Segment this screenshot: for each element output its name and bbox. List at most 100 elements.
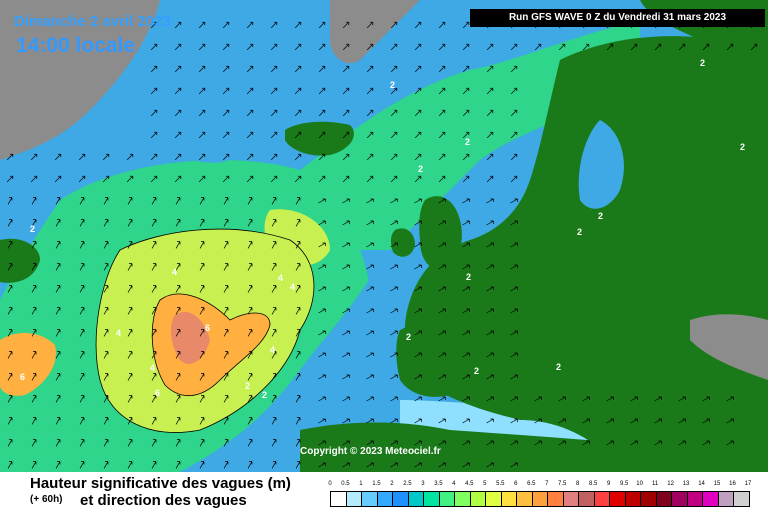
wave-arrow [294,109,302,117]
iceland-land [285,121,354,156]
legend-swatch [734,492,749,506]
legend-tick: 7.5 [558,481,567,487]
wave-arrow [175,197,181,205]
wave-arrow [534,440,542,446]
wave-arrow [223,329,229,337]
wave-arrow [175,241,181,249]
wave-arrow [270,87,278,95]
wave-arrow [79,219,85,227]
contour-label: 2 [262,390,267,400]
wave-arrow [510,462,518,468]
wave-arrow [342,440,350,446]
greenland-ice [0,0,160,160]
wave-arrow [31,439,37,447]
wave-arrow [103,329,109,337]
legend-swatch [656,492,673,506]
wave-arrow [151,329,157,337]
wave-arrow [199,263,205,271]
wave-zone-yellow-2 [264,209,330,266]
wave-arrow [318,220,326,226]
wave-arrow [366,440,374,446]
wave-arrow [342,21,350,29]
wave-arrow [510,418,518,424]
wave-arrow [366,109,374,117]
wave-arrow [318,264,326,270]
legend-swatch [718,492,735,506]
wave-arrow [630,43,638,51]
wave-arrow [438,286,446,292]
wave-arrow [198,21,206,29]
wave-arrow [318,330,326,336]
wave-arrow [318,87,326,95]
wave-arrow [295,263,301,271]
wave-arrow [462,462,470,468]
legend-swatch [346,492,363,506]
wave-arrow [127,373,133,381]
wave-arrow [390,198,398,204]
wave-arrow [390,264,398,270]
wave-arrow [318,21,326,29]
wave-arrow [486,87,494,95]
wave-arrow [151,307,157,315]
wave-arrow [726,43,734,51]
wave-arrow [295,219,301,227]
wave-arrow [414,286,422,292]
wave-arrow [366,65,374,73]
wave-arrow [151,285,157,293]
legend-swatch [532,492,549,506]
wave-arrow [270,131,278,139]
wave-arrow [127,439,133,447]
wave-arrow [414,43,422,51]
legend-tick: 9.5 [619,481,629,487]
wave-arrow [438,153,446,161]
wave-arrow [366,153,374,161]
legend-tick: 0.5 [341,481,350,487]
wave-arrow [438,330,446,336]
forecast-time: 14:00 locale [16,34,136,57]
wave-arrow [414,462,422,468]
wave-arrow [558,440,566,446]
wave-arrow [342,308,350,314]
wave-arrow [486,286,494,292]
legend-tick: 5 [483,481,487,487]
wave-arrow [7,307,13,315]
wave-arrow [342,65,350,73]
wave-arrow [318,153,326,161]
legend-title: Hauteur significative des vagues (m) [30,475,291,492]
wave-arrow [462,264,470,270]
wave-arrow [438,175,446,183]
wave-arrow [223,373,229,381]
contour-label: 2 [418,164,423,174]
wave-arrow [246,131,254,139]
contour-label: 2 [466,272,471,282]
wave-arrow [127,241,133,249]
wave-arrow [438,87,446,95]
wave-arrow [414,308,422,314]
wave-arrow [199,439,205,447]
wave-arrow [198,109,206,117]
legend-swatch [625,492,642,506]
wave-arrow [342,175,350,183]
wave-arrow [199,417,205,425]
wave-arrow [414,440,422,446]
wave-arrow [390,87,398,95]
wave-arrow [55,241,61,249]
wave-arrow [247,439,253,447]
legend-swatch [687,492,704,506]
wave-arrow [318,308,326,314]
legend-swatch [641,492,657,506]
wave-arrow [127,329,133,337]
wave-arrow [486,374,494,380]
model-run-label: Run GFS WAVE 0 Z du Vendredi 31 mars 202… [470,9,765,27]
wave-arrow [174,87,182,95]
wave-arrow [318,131,326,139]
copyright-text: Copyright © 2023 Meteociel.fr [300,446,441,457]
legend-tick: 3.5 [434,481,443,487]
wave-arrow [7,461,13,469]
wave-arrow [438,65,446,73]
wave-arrow [55,395,61,403]
wave-arrow [510,131,518,139]
wave-arrow [558,418,566,424]
